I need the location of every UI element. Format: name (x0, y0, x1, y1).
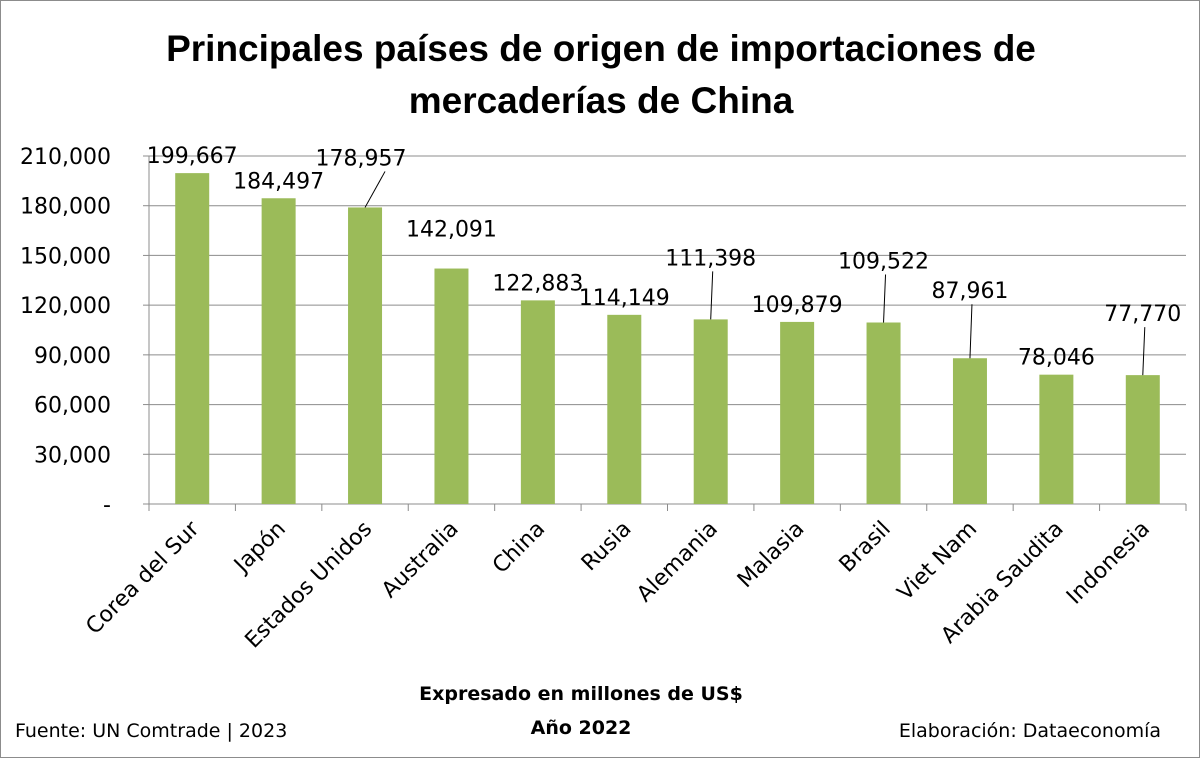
bar (520, 300, 555, 504)
y-tick-label: 120,000 (20, 294, 111, 319)
data-label: 114,149 (579, 286, 670, 311)
chart-title-line-1: Principales países de origen de importac… (166, 28, 1036, 69)
bar (780, 321, 815, 504)
bar (607, 314, 642, 504)
chart-title-line-2: mercaderías de China (409, 80, 794, 121)
data-label: 87,961 (931, 279, 1008, 304)
gridlines (149, 155, 1186, 455)
category-label: Japón (228, 517, 290, 579)
category-label: Corea del Sur (81, 516, 205, 640)
y-tick-label: 210,000 (20, 145, 111, 170)
data-label: 142,091 (406, 218, 497, 243)
leader-line (883, 274, 887, 323)
bar (175, 173, 210, 504)
bar (693, 319, 728, 504)
data-label: 77,770 (1104, 302, 1181, 327)
bars (175, 173, 1160, 504)
data-label: 122,883 (492, 271, 583, 296)
category-label: Alemania (632, 517, 723, 608)
data-label: 109,879 (752, 293, 843, 318)
data-label: 109,522 (838, 250, 929, 275)
leader-line (364, 171, 386, 208)
leader-line (1142, 327, 1146, 376)
leader-line (969, 304, 973, 359)
axes (143, 155, 1187, 511)
category-label: China (488, 517, 550, 579)
y-tick-label: 60,000 (34, 394, 111, 419)
y-tick-label: 150,000 (20, 244, 111, 269)
bar (434, 268, 469, 504)
bar (866, 322, 901, 504)
bar (348, 207, 383, 504)
category-label: Indonesia (1062, 517, 1155, 610)
category-label: Australia (377, 517, 463, 603)
bar (261, 198, 296, 504)
y-tick-labels: - 30,000 60,000 90,000 120,000 150,000 180,000… (20, 145, 111, 518)
data-label: 184,497 (233, 169, 324, 194)
leader-line (710, 271, 714, 320)
category-label: Brasil (835, 517, 896, 578)
x-axis-title-line-2: Año 2022 (531, 717, 632, 739)
source-note: Fuente: UN Comtrade | 2023 (15, 720, 287, 742)
y-tick-label: 90,000 (34, 344, 111, 369)
credit-note: Elaboración: Dataeconomía (899, 720, 1161, 742)
leader-lines (364, 171, 1146, 376)
category-label: Malasia (733, 517, 809, 593)
y-tick-label: - (103, 493, 111, 518)
y-tick-label: 30,000 (34, 443, 111, 468)
data-label: 199,667 (147, 144, 238, 169)
data-label: 178,957 (316, 146, 407, 171)
data-label: 111,398 (665, 246, 756, 271)
y-tick-label: 180,000 (20, 195, 111, 220)
category-label: Rusia (577, 517, 637, 577)
x-axis-title-line-1: Expresado en millones de US$ (419, 683, 743, 705)
bar (1039, 374, 1074, 504)
category-label: Viet Nam (893, 517, 982, 606)
bar (952, 358, 987, 504)
bar (1125, 375, 1160, 504)
data-label: 78,046 (1018, 346, 1095, 371)
